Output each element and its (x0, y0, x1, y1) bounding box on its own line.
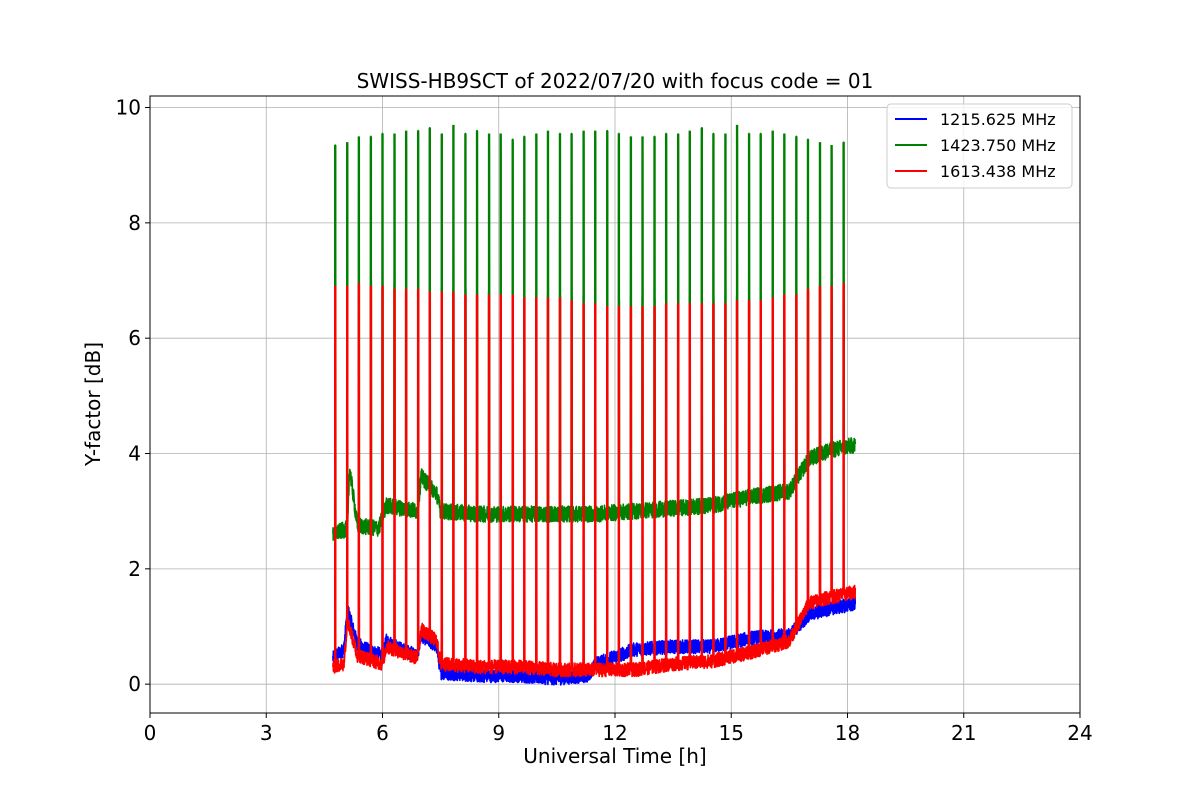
legend-label: 1423.750 MHz (940, 136, 1056, 155)
y-tick-label: 0 (128, 672, 141, 696)
legend: 1215.625 MHz 1423.750 MHz 1613.438 MHz (886, 103, 1073, 189)
x-tick-label: 18 (835, 721, 860, 745)
x-tick-label: 12 (602, 721, 627, 745)
x-tick-label: 21 (951, 721, 976, 745)
legend-label: 1215.625 MHz (940, 110, 1056, 129)
x-tick-label: 6 (376, 721, 389, 745)
chart-title: SWISS-HB9SCT of 2022/07/20 with focus co… (357, 69, 874, 93)
x-axis-label: Universal Time [h] (523, 744, 706, 768)
x-tick-label: 3 (260, 721, 273, 745)
legend-label: 1613.438 MHz (940, 162, 1056, 181)
y-axis-label: Y-factor [dB] (81, 342, 105, 467)
y-tick-label: 8 (128, 211, 141, 235)
x-tick-label: 15 (719, 721, 744, 745)
y-tick-label: 2 (128, 557, 141, 581)
y-tick-label: 10 (116, 96, 141, 120)
y-tick-label: 4 (128, 442, 141, 466)
y-axis: 0 2 4 6 8 10 (116, 96, 150, 696)
x-tick-label: 9 (492, 721, 505, 745)
x-axis: 0 3 6 9 12 15 18 21 24 (144, 713, 1093, 745)
legend-box (886, 103, 1073, 189)
plot-area (332, 124, 857, 686)
x-tick-label: 0 (144, 721, 157, 745)
x-tick-label: 24 (1067, 721, 1092, 745)
y-tick-label: 6 (128, 326, 141, 350)
